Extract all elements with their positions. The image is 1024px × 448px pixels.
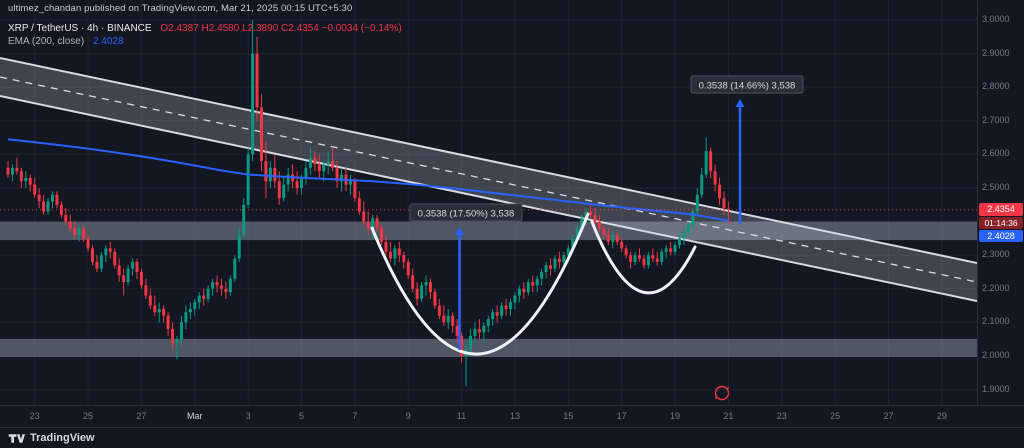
time-tick-label: 9 — [405, 411, 411, 421]
time-tick-label: 3 — [245, 411, 251, 421]
chart-legend: XRP / TetherUS · 4h · BINANCE O2.4387 H2… — [8, 22, 402, 48]
zone-rect — [0, 338, 977, 358]
descending-channel-drawing[interactable] — [0, 57, 977, 302]
ema-legend-row: EMA (200, close) 2.4028 — [8, 35, 402, 48]
time-tick-label: 5 — [298, 411, 305, 421]
time-tick-label: 15 — [563, 411, 574, 421]
time-tick-label: 27 — [883, 411, 894, 421]
time-tick-label: Mar — [187, 411, 203, 421]
price-target-label: 0.3538 (14.66%) 3,538 — [699, 81, 796, 92]
ema-line[interactable] — [7, 138, 729, 222]
footer-bar: TradingView — [0, 427, 1024, 448]
rounded-bottom-arc[interactable] — [590, 220, 697, 295]
tradingview-logo-text: TradingView — [30, 432, 95, 444]
price-tick-label: 2.1000 — [982, 316, 1010, 327]
tradingview-logo[interactable]: TradingView — [8, 432, 95, 445]
candle-countdown-badge: 01:14:36 — [979, 216, 1023, 229]
time-tick-label: 25 — [83, 411, 94, 421]
time-tick-label: 13 — [509, 411, 520, 421]
time-axis[interactable]: 23 25 27 Mar 3 5 7 9 11 13 15 17 19 21 23 25 27 29 — [0, 405, 1024, 427]
price-tick-label: 2.8000 — [982, 81, 1010, 92]
price-tick-label: 3.0000 — [982, 14, 1010, 24]
symbol-legend-row: XRP / TetherUS · 4h · BINANCE O2.4387 H2… — [8, 22, 402, 35]
time-tick-label: 17 — [616, 411, 627, 421]
time-tick-label: 27 — [136, 411, 147, 421]
time-tick-label: 23 — [29, 411, 40, 421]
refresh-circle-icon[interactable] — [714, 385, 730, 401]
price-tick-label: 2.6000 — [982, 148, 1010, 159]
price-axis[interactable]: 2.4354 01:14:36 2.4028 3.0000 2.9000 2.800… — [977, 0, 1024, 405]
time-tick-label: 25 — [830, 411, 841, 421]
time-tick-label: 7 — [352, 411, 358, 421]
publish-attribution: ultimez_chandan published on TradingView… — [8, 3, 353, 14]
price-tick-label: 2.2000 — [982, 282, 1010, 293]
ema-value-badge: 2.4028 — [979, 230, 1023, 243]
time-tick-label: 19 — [670, 411, 681, 421]
price-tick-label: 2.9000 — [982, 47, 1010, 58]
price-tick-label: 2.5000 — [982, 182, 1010, 192]
last-price-badge: 2.4354 — [979, 203, 1023, 217]
time-tick-label: 23 — [776, 411, 787, 421]
time-tick-label: 11 — [456, 411, 467, 421]
price-target-label: 0.3538 (17.50%) 3,538 — [418, 209, 515, 220]
rounded-bottom-arc[interactable] — [370, 212, 590, 356]
price-tick-label: 2.7000 — [982, 114, 1010, 125]
price-tick-label: 2.0000 — [982, 350, 1010, 360]
price-target-arrow[interactable]: 0.3538 (14.66%) 3,538 — [690, 75, 804, 224]
time-tick-label: 21 — [723, 411, 734, 421]
price-tick-label: 2.3000 — [982, 249, 1010, 260]
ohlc-values: O2.4387 H2.4580 L2.3890 C2.4354 −0.0034 … — [160, 23, 402, 34]
ema-indicator-value: 2.4028 — [92, 36, 124, 47]
price-target-arrow[interactable]: 0.3538 (17.50%) 3,538 — [409, 203, 523, 350]
symbol-title[interactable]: XRP / TetherUS · 4h · BINANCE — [8, 23, 152, 34]
time-tick-label: 29 — [936, 411, 947, 421]
ema-indicator-label[interactable]: EMA (200, close) — [8, 36, 85, 47]
chart-canvas[interactable]: 0.3538 (17.50%) 3,538 0.3538 (14.66%) 3,5… — [0, 0, 977, 405]
tradingview-logo-icon — [8, 433, 25, 443]
price-tick-label: 1.9000 — [982, 383, 1010, 394]
